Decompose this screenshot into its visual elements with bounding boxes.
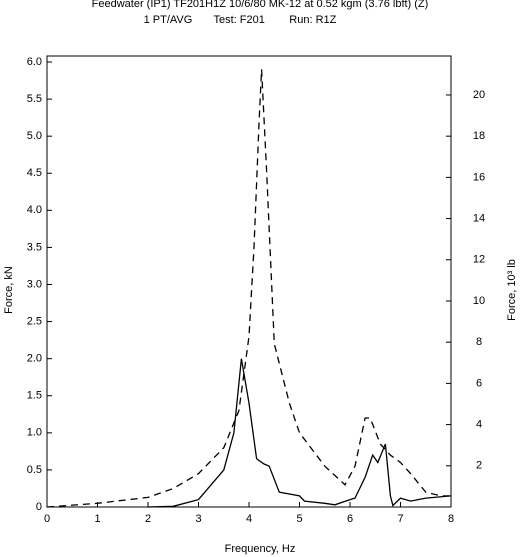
y-tick-label: 5.5 xyxy=(27,93,42,105)
y-tick-label: 3.5 xyxy=(27,241,42,253)
y2-tick-label: 4 xyxy=(476,418,482,430)
x-tick-label: 3 xyxy=(195,513,201,525)
x-axis-label: Frequency, Hz xyxy=(225,543,296,555)
chart-subtitle: 1 PT/AVG Test: F201 Run: R1Z xyxy=(144,14,337,26)
y-tick-label: 4.0 xyxy=(27,204,42,216)
plot-frame xyxy=(46,55,452,508)
y2-tick-label: 14 xyxy=(473,212,485,224)
y-tick-label: 6.0 xyxy=(27,56,42,68)
y2-axis-label: Force, 10³ lb xyxy=(506,259,518,321)
y-tick-label: 2.5 xyxy=(27,315,42,327)
y2-tick-label: 10 xyxy=(473,295,485,307)
y-tick-label: 0 xyxy=(36,501,42,513)
y2-tick-label: 12 xyxy=(473,254,485,266)
data-line xyxy=(147,358,452,508)
y-tick-label: 4.5 xyxy=(27,167,42,179)
x-tick-label: 5 xyxy=(296,513,302,525)
y-axis-label: Force, kN xyxy=(3,266,15,314)
y2-tick-label: 16 xyxy=(473,171,485,183)
x-tick-label: 6 xyxy=(347,513,353,525)
y2-tick-label: 20 xyxy=(473,89,485,101)
chart-title: Feedwater (IP1) TF201H1Z 10/6/80 MK-12 a… xyxy=(92,0,429,10)
y-tick-label: 0.5 xyxy=(27,464,42,476)
y2-tick-label: 8 xyxy=(476,336,482,348)
y2-tick-label: 2 xyxy=(476,460,482,472)
data-line xyxy=(46,69,451,508)
x-tick-label: 8 xyxy=(448,513,454,525)
y2-tick-label: 6 xyxy=(476,377,482,389)
y-tick-label: 1.0 xyxy=(27,427,42,439)
x-tick-label: 7 xyxy=(397,513,403,525)
y-tick-label: 3.0 xyxy=(27,278,42,290)
x-tick-label: 1 xyxy=(94,513,100,525)
y-tick-label: 2.0 xyxy=(27,353,42,365)
y-tick-label: 5.0 xyxy=(27,130,42,142)
y-tick-label: 1.5 xyxy=(27,390,42,402)
x-tick-label: 4 xyxy=(246,513,252,525)
x-tick-label: 0 xyxy=(44,513,50,525)
x-tick-label: 2 xyxy=(145,513,151,525)
y2-tick-label: 18 xyxy=(473,130,485,142)
